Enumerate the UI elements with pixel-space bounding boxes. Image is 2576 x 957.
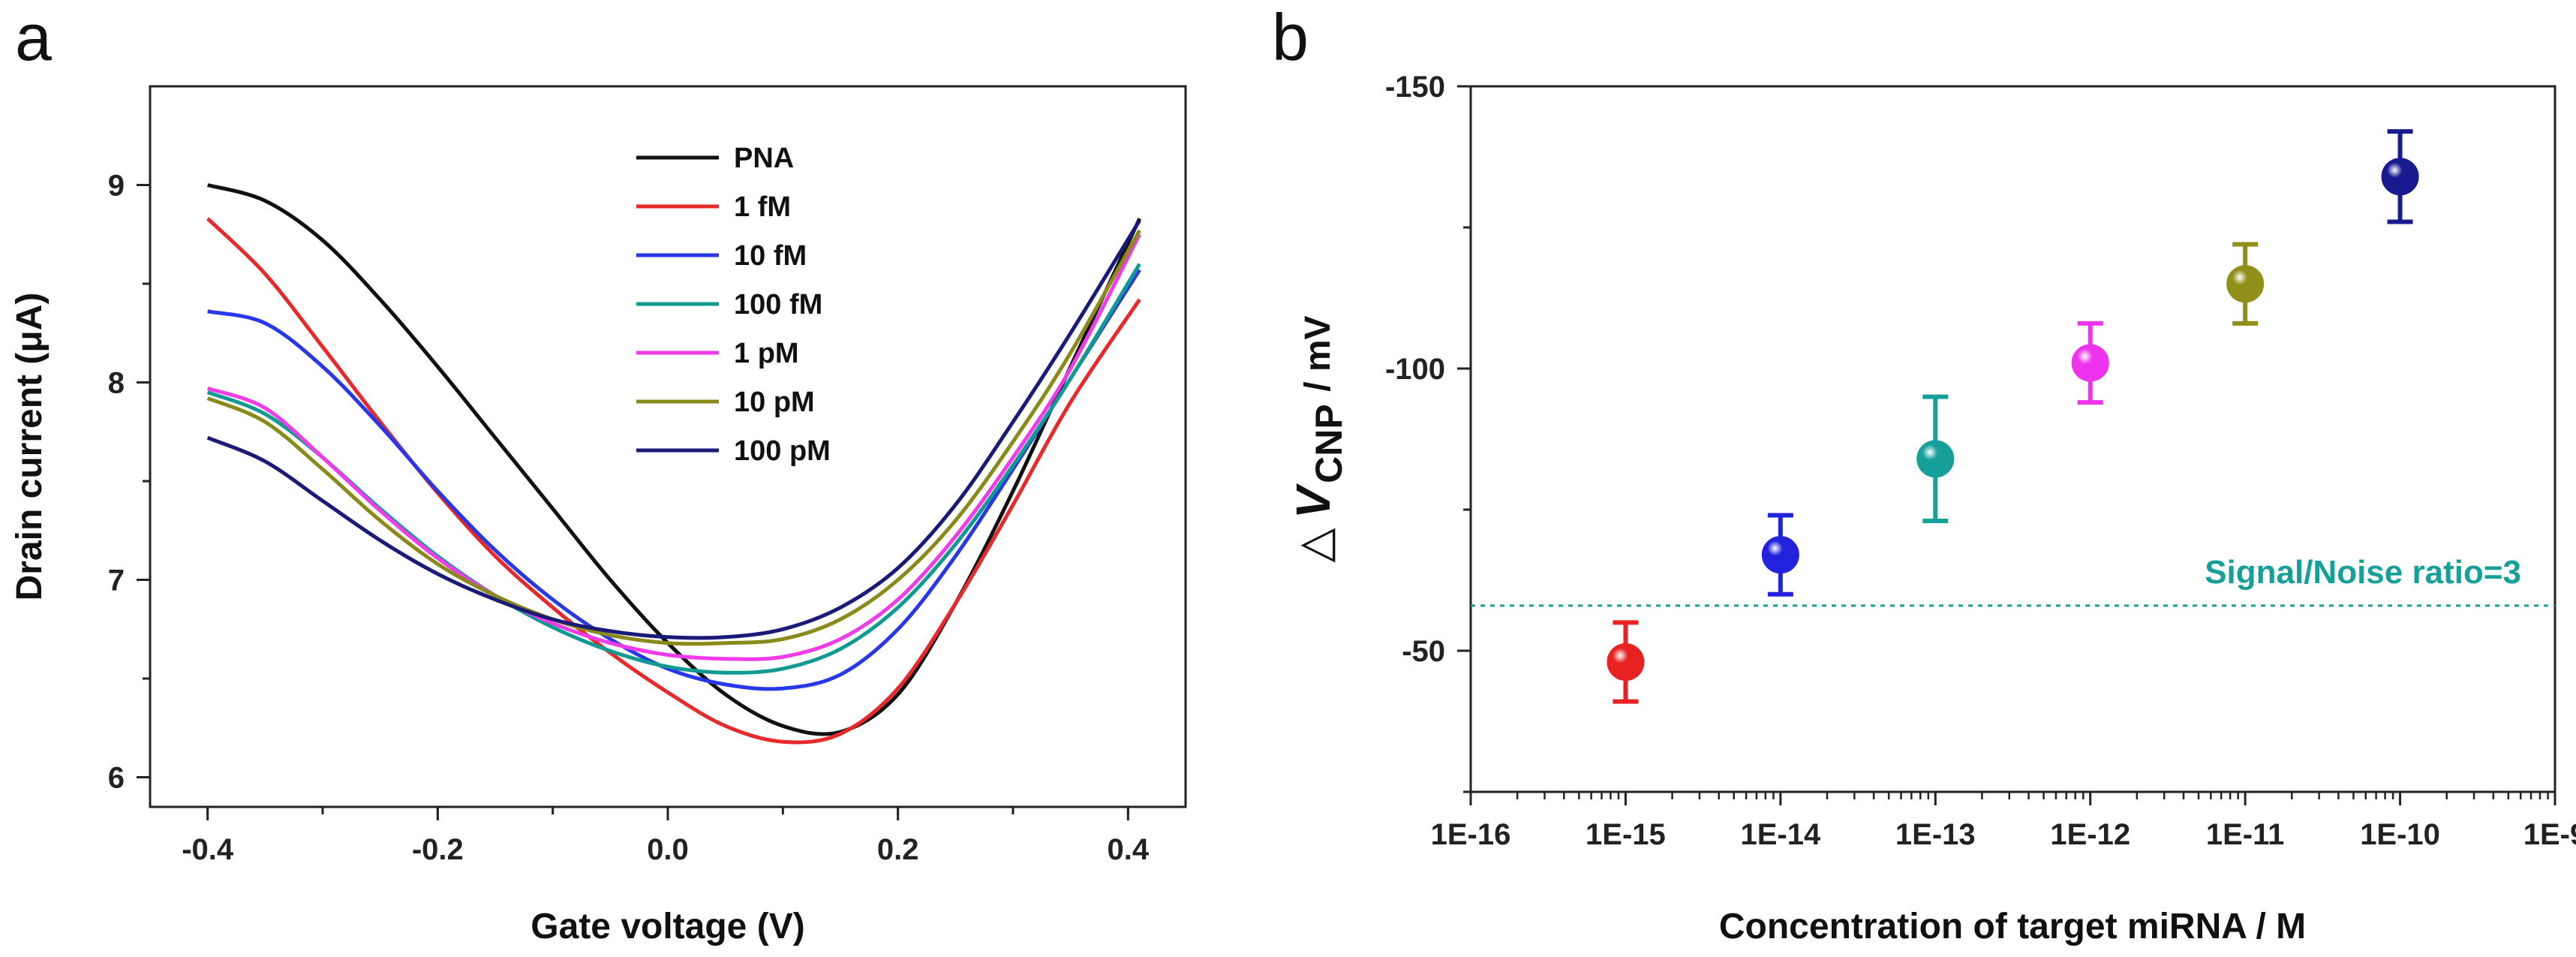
data-points-b <box>1607 129 2419 704</box>
point-marker <box>1916 440 1955 478</box>
x-axis-title-b: Concentration of target miRNA / M <box>1719 907 2306 946</box>
y-tick-label-a: 9 <box>108 170 125 203</box>
series-line <box>206 263 1141 675</box>
x-tick-label-b: 1E-10 <box>2360 818 2440 851</box>
y-tick-label-a: 6 <box>108 762 125 795</box>
x-tick-label-b: 1E-15 <box>1586 818 1666 851</box>
x-tick-label-a: 0.4 <box>1108 833 1150 866</box>
x-tick-label-b: 1E-14 <box>1740 818 1820 851</box>
x-tick-label-a: -0.4 <box>182 833 234 866</box>
y-axis-ticks-b: -50 -100 -150 <box>1385 71 1471 793</box>
legend-label: 100 fM <box>734 289 822 321</box>
y-axis-title-subscript: CNP <box>1308 404 1350 483</box>
legend-a: PNA 1 fM 10 fM 100 fM 1 pM 10 pM 100 pM <box>636 143 831 467</box>
data-point <box>2381 129 2419 224</box>
data-point <box>2226 242 2265 326</box>
x-tick-label-b: 1E-16 <box>1431 818 1511 851</box>
data-point <box>1607 620 1645 704</box>
x-tick-label-b: 1E-11 <box>2206 818 2285 851</box>
series-line <box>206 217 1141 745</box>
point-marker <box>2226 265 2265 303</box>
panel-a-label: a <box>15 0 52 74</box>
y-axis-title-symbol: V <box>1286 483 1340 519</box>
legend-label: 10 fM <box>734 240 807 272</box>
panel-b-label: b <box>1272 0 1309 74</box>
x-tick-label-a: 0.0 <box>647 833 689 866</box>
point-marker <box>2071 344 2109 382</box>
threshold-label: Signal/Noise ratio=3 <box>2205 554 2521 591</box>
y-axis-title-unit: / mV <box>1298 315 1338 391</box>
plot-area-b-frame <box>1469 85 2556 793</box>
point-marker <box>1607 643 1645 682</box>
y-tick-label-a: 7 <box>108 564 125 597</box>
series-lines-a <box>206 183 1141 745</box>
y-tick-label-b: -50 <box>1402 635 1445 668</box>
series-line <box>207 269 1141 691</box>
data-point <box>2071 321 2109 405</box>
series-line <box>206 229 1141 646</box>
y-tick-label-b: -150 <box>1385 71 1445 104</box>
plot-area-a-frame <box>149 85 1187 808</box>
y-axis-title-b-text: △ V CNP / mV <box>1286 315 1350 562</box>
y-tick-label-a: 8 <box>108 367 125 400</box>
y-tick-label-b: -100 <box>1385 353 1445 386</box>
legend-label: 1 pM <box>734 338 799 369</box>
y-axis-title-b: △ V CNP / mV <box>1286 315 1350 562</box>
data-point <box>1916 394 1955 524</box>
x-tick-label-b: 1E-12 <box>2050 818 2130 851</box>
x-tick-label-b: 1E-13 <box>1895 818 1976 851</box>
series-line <box>206 233 1141 661</box>
legend-label: 100 pM <box>734 435 831 467</box>
x-axis-ticks-b: 1E-16 1E-15 1E-14 1E-13 1E-12 1E-11 1E-10 1E-9 <box>1431 792 2576 851</box>
y-axis-title-a: Drain current (μA) <box>10 293 50 601</box>
point-marker <box>1761 536 1799 574</box>
point-marker <box>2381 158 2419 196</box>
x-tick-label-a: 0.2 <box>877 833 919 866</box>
series-line <box>206 219 1141 640</box>
legend-label: PNA <box>734 143 794 174</box>
legend-label: 10 pM <box>734 387 815 418</box>
legend-label: 1 fM <box>734 191 791 223</box>
y-axis-title-delta: △ <box>1289 528 1339 562</box>
series-line <box>207 183 1141 736</box>
panel-a: a -0.4 -0.2 0.0 0.2 0.4 6 7 8 9 PNA 1 fM 10 fM 100… <box>10 0 1187 946</box>
y-axis-ticks-a: 6 7 8 9 <box>108 170 150 795</box>
data-point <box>1761 513 1799 597</box>
panel-b: b 1E-16 1E-15 1E-14 1E-13 1E-12 1E-11 1E-10 1E-… <box>1272 0 2576 946</box>
x-tick-label-a: -0.2 <box>412 833 464 866</box>
x-tick-label-b: 1E-9 <box>2523 818 2576 851</box>
x-axis-ticks-a: -0.4 -0.2 0.0 0.2 0.4 <box>182 807 1150 866</box>
x-axis-title-a: Gate voltage (V) <box>531 907 804 946</box>
